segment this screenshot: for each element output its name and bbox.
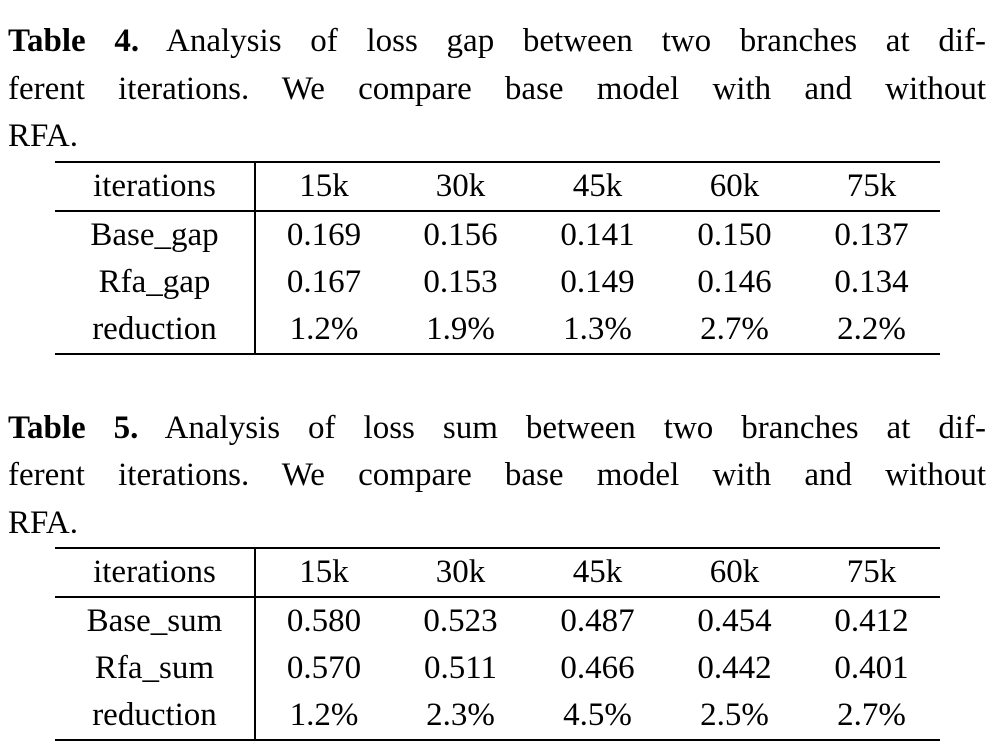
table5-row-rfa-sum-label: Rfa_sum [55, 645, 256, 692]
table4-caption-label: Table 4. [8, 23, 140, 59]
table-cell: 0.146 [697, 263, 772, 300]
table-cell: 1.2% [289, 310, 359, 347]
table5-header-45k: 45k [572, 554, 623, 590]
table5-header-30k: 30k [435, 554, 486, 590]
table5-caption-line2: ferent iterations. We compare base model… [8, 457, 986, 493]
table-cell: 1.3% [563, 310, 632, 347]
table4-row-rfa-gap: Rfa_gap 0.167 0.153 0.149 0.146 0.134 [55, 258, 940, 306]
table-cell: 0.137 [834, 216, 909, 253]
table-cell: 2.7% [700, 310, 769, 347]
table5-row-base-sum-label: Base_sum [55, 597, 256, 645]
table-cell: 2.3% [426, 697, 495, 733]
table4-header-30k: 30k [435, 167, 486, 204]
table-cell: 0.466 [560, 650, 635, 686]
table5-header-75k: 75k [846, 554, 897, 590]
table-cell: 0.580 [286, 603, 362, 639]
table5: iterations 15k 30k 45k 60k 75k Base_sum … [55, 547, 940, 741]
table-cell: 4.5% [563, 697, 632, 733]
table4-row-reduction-label: reduction [55, 305, 256, 354]
table4-caption-line2: ferent iterations. We compare base model… [8, 70, 986, 107]
table-cell: 0.442 [697, 650, 772, 686]
table-cell: 0.570 [286, 650, 362, 686]
table-cell: 0.134 [834, 263, 909, 300]
table4-section: Table 4. Analysis of loss gap between tw… [0, 18, 994, 355]
table4: iterations 15k 30k 45k 60k 75k Base_gap … [55, 160, 940, 355]
table-cell: 0.149 [560, 263, 635, 300]
table-cell: 0.511 [423, 650, 498, 686]
table-cell: 0.169 [286, 216, 362, 253]
table-cell: 0.412 [834, 603, 909, 639]
table5-row-reduction-label: reduction [55, 692, 256, 740]
table5-row-rfa-sum: Rfa_sum 0.570 0.511 0.466 0.442 0.401 [55, 645, 940, 692]
table-cell: 0.487 [560, 603, 635, 639]
table4-header-iterations: iterations [55, 161, 256, 211]
table4-row-base-gap-label: Base_gap [55, 210, 256, 259]
table5-caption-line3: RFA. [8, 504, 78, 541]
table-cell: 2.7% [837, 697, 906, 733]
table5-caption-line1: Table 5. Analysis of loss sum between tw… [8, 405, 986, 453]
table-cell: 0.523 [423, 603, 498, 639]
table5-header-iterations: iterations [55, 548, 256, 597]
table4-header-75k: 75k [846, 167, 897, 204]
table-cell: 1.2% [289, 697, 359, 733]
table-cell: 2.5% [700, 697, 769, 733]
table-cell: 0.454 [697, 603, 772, 639]
table-cell: 0.141 [560, 216, 635, 253]
table-cell: 1.9% [426, 310, 495, 347]
table-cell: 0.153 [423, 263, 498, 300]
table5-header-row: iterations 15k 30k 45k 60k 75k [55, 548, 940, 597]
table4-header-15k: 15k [299, 167, 349, 204]
table5-header-60k: 60k [709, 554, 760, 590]
table-cell: 0.401 [834, 650, 909, 686]
table-cell: 0.150 [697, 216, 772, 253]
table4-header-45k: 45k [572, 167, 623, 204]
table4-header-60k: 60k [709, 167, 760, 204]
table4-caption: Table 4. Analysis of loss gap between tw… [8, 18, 986, 161]
table4-row-base-gap: Base_gap 0.169 0.156 0.141 0.150 0.137 [55, 210, 940, 259]
table-cell: 2.2% [837, 310, 906, 347]
table4-row-rfa-gap-label: Rfa_gap [55, 258, 256, 306]
table5-row-reduction: reduction 1.2% 2.3% 4.5% 2.5% 2.7% [55, 692, 940, 740]
table5-header-15k: 15k [299, 554, 349, 590]
table4-caption-line3: RFA. [8, 118, 78, 154]
table4-row-reduction: reduction 1.2% 1.9% 1.3% 2.7% 2.2% [55, 305, 940, 354]
table-cell: 0.156 [423, 216, 498, 253]
table-cell: 0.167 [286, 263, 362, 300]
table5-section: Table 5. Analysis of loss sum between tw… [0, 405, 994, 741]
table5-caption-line1-text: Analysis of loss sum between two branche… [164, 409, 986, 446]
table5-caption-label: Table 5. [8, 409, 139, 446]
table4-caption-line1: Table 4. Analysis of loss gap between tw… [8, 18, 986, 66]
table5-row-base-sum: Base_sum 0.580 0.523 0.487 0.454 0.412 [55, 597, 940, 645]
table4-caption-line1-text: Analysis of loss gap between two branche… [166, 23, 986, 59]
table4-header-row: iterations 15k 30k 45k 60k 75k [55, 161, 940, 211]
table5-caption: Table 5. Analysis of loss sum between tw… [8, 405, 986, 548]
